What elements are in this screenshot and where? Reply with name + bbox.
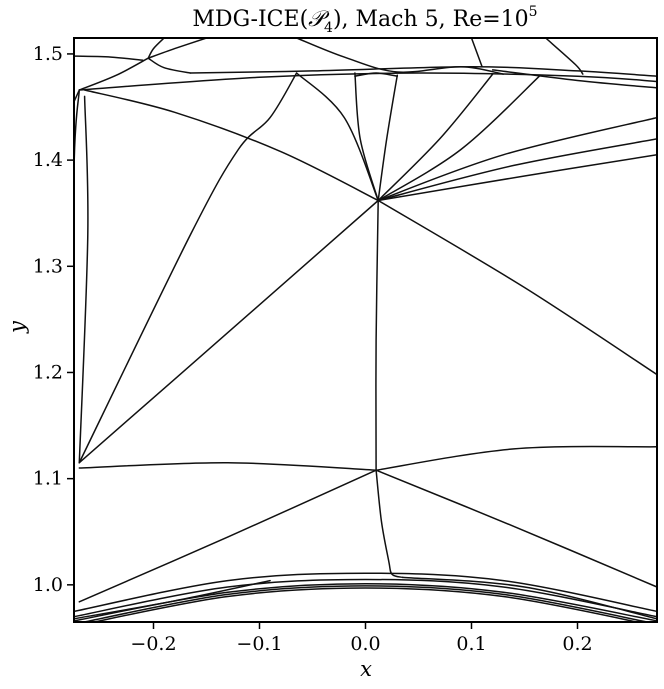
mesh-edge-26 [377,199,657,376]
y-axis-label: y [5,320,29,334]
mesh-edge-3 [147,38,165,59]
y-tick-label: 1.5 [33,43,63,65]
mesh-edge-36 [80,585,651,622]
x-axis: −0.2 −0.1 0.0 0.1 0.2 [130,622,593,655]
mesh-edge-28 [78,461,377,471]
mesh-edge-20 [377,73,494,202]
mesh-edge-9 [544,38,584,75]
mesh-edge-4 [147,38,208,59]
mesh-edge-24 [377,154,657,202]
mesh-edge-11 [491,69,657,89]
mesh-edge-23 [377,138,657,202]
mesh-edge-0 [74,55,144,62]
x-tick-label: −0.2 [130,633,176,655]
x-tick-label: 0.2 [562,633,592,655]
mesh-edge-7 [295,38,505,75]
mesh-edge-38 [401,576,657,620]
mesh-edge-18 [354,72,379,202]
mesh-edge-14 [78,95,89,464]
mesh-edge-29 [375,445,657,471]
y-tick-label: 1.1 [33,468,63,490]
mesh-edge-13 [74,89,81,427]
x-tick-label: 0.0 [350,633,380,655]
mesh-edge-33 [74,572,657,613]
mesh-edge-25 [78,199,379,464]
mesh-edge-32 [375,469,404,579]
x-tick-label: 0.1 [456,633,486,655]
y-tick-label: 1.3 [33,255,63,277]
mesh-edge-27 [375,199,379,471]
mesh-edge-5 [78,72,657,91]
mesh-edge-6 [189,65,657,77]
mesh-edge-30 [78,469,377,603]
y-tick-label: 1.0 [33,574,63,596]
mesh-edge-37 [90,587,641,622]
mesh-edge-22 [377,116,657,202]
mesh-edge-2 [147,57,192,74]
x-tick-label: −0.1 [236,633,282,655]
mesh-edges [74,38,657,622]
mesh-edge-34 [74,578,657,618]
plot-frame [73,37,658,623]
mesh-edge-39 [74,579,271,620]
y-tick-label: 1.4 [33,149,63,171]
mesh-edge-1 [78,57,149,91]
mesh-edge-31 [375,469,657,588]
mesh-edge-19 [377,74,399,202]
chart-title: MDG-ICE(𝒫4), Mach 5, Re=105 [192,4,537,36]
mesh-edge-16 [295,72,379,202]
y-axis: 1.0 1.1 1.2 1.3 1.4 1.5 [33,43,74,596]
x-axis-label: x [360,657,372,681]
mesh-edge-35 [74,583,657,622]
mesh-edge-21 [377,74,542,202]
mesh-edge-15 [83,89,379,202]
mesh-edge-10 [354,72,399,77]
mesh-edge-8 [470,38,483,68]
mesh-edge-17 [78,72,298,464]
y-tick-label: 1.2 [33,361,63,383]
